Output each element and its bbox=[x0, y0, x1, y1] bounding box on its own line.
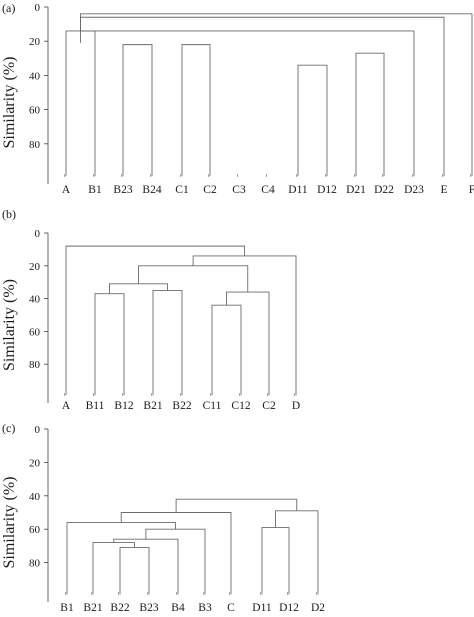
leaf-label: C4 bbox=[261, 184, 275, 196]
leaf-label: F bbox=[469, 184, 474, 196]
merge-link bbox=[192, 255, 297, 396]
y-tick-label: 40 bbox=[29, 70, 41, 82]
panel-label: (a) bbox=[2, 1, 15, 15]
leaf-label: D11 bbox=[288, 184, 308, 196]
leaf-label: D22 bbox=[374, 184, 394, 196]
merge-link bbox=[109, 283, 168, 294]
leaf-label: C3 bbox=[232, 184, 246, 196]
y-tick-label: 40 bbox=[29, 294, 41, 306]
dendrogram-tree bbox=[65, 498, 319, 595]
leaf-label: B4 bbox=[171, 602, 185, 614]
merge-link bbox=[275, 510, 319, 595]
y-tick-label: 40 bbox=[29, 491, 41, 503]
leaf-label: D bbox=[292, 400, 300, 412]
y-axis-label: Similarity (%) bbox=[1, 477, 18, 569]
merge-link bbox=[94, 293, 125, 396]
leaf-label: A bbox=[62, 400, 71, 412]
merge-link bbox=[80, 13, 473, 177]
panel-label: (c) bbox=[2, 421, 15, 435]
leaf-label: C2 bbox=[203, 184, 217, 196]
y-axis: 0 20 40 60 80 bbox=[29, 424, 49, 602]
merge-link bbox=[152, 289, 183, 396]
y-tick-label: 20 bbox=[29, 261, 41, 273]
leaf-label: C1 bbox=[175, 184, 189, 196]
leaf-label: B1 bbox=[60, 602, 74, 614]
merge-link bbox=[80, 16, 445, 177]
panel-b: (b) Similarity (%) 0 20 40 60 80 A B11 B12 B21 B22 C… bbox=[1, 207, 300, 412]
panel-label: (b) bbox=[2, 207, 16, 221]
leaf-label: D12 bbox=[317, 184, 337, 196]
merge-link bbox=[355, 52, 385, 177]
leaf-label: D12 bbox=[279, 602, 299, 614]
leaf-label: B21 bbox=[143, 400, 162, 412]
leaf-label: C bbox=[227, 602, 235, 614]
leaf-label: B23 bbox=[139, 602, 158, 614]
y-tick-label: 0 bbox=[35, 2, 41, 14]
leaf-label: A bbox=[62, 184, 71, 196]
panel-a: (a) Similarity (%) 0 20 40 60 80 A B1 B23 B24 C1 C2 C… bbox=[1, 1, 474, 196]
merge-link bbox=[297, 64, 328, 177]
leaf-label: B23 bbox=[113, 184, 132, 196]
merge-link bbox=[92, 542, 135, 595]
y-tick-label: 60 bbox=[29, 326, 41, 338]
y-axis-label: Similarity (%) bbox=[1, 57, 18, 149]
y-tick-label: 0 bbox=[35, 228, 41, 240]
y-axis: 0 20 40 60 80 bbox=[29, 2, 49, 184]
leaf-label: B12 bbox=[114, 400, 133, 412]
merge-link bbox=[65, 30, 96, 177]
y-tick-label: 20 bbox=[29, 457, 41, 469]
y-tick-label: 80 bbox=[29, 558, 41, 570]
merge-link bbox=[119, 547, 150, 595]
y-axis-label: Similarity (%) bbox=[1, 279, 18, 371]
panel-c: (c) Similarity (%) 0 20 40 60 80 B1 B21 B22 B23 B4 B… bbox=[1, 421, 325, 614]
y-tick-label: 80 bbox=[29, 139, 41, 151]
merge-link bbox=[181, 44, 211, 177]
merge-link bbox=[66, 522, 176, 595]
leaf-label: E bbox=[440, 184, 447, 196]
y-tick-label: 20 bbox=[29, 36, 41, 48]
merge-link bbox=[80, 30, 415, 177]
leaf-label: C12 bbox=[231, 400, 250, 412]
leaf-label: D2 bbox=[311, 602, 325, 614]
leaf-label: B22 bbox=[110, 602, 129, 614]
y-axis: 0 20 40 60 80 bbox=[29, 228, 49, 403]
leaf-label: C2 bbox=[262, 400, 276, 412]
merge-link bbox=[138, 265, 249, 293]
merge-link bbox=[120, 512, 232, 595]
leaf-label: B1 bbox=[88, 184, 102, 196]
y-tick-label: 80 bbox=[29, 359, 41, 371]
dendrogram-tree bbox=[64, 13, 473, 177]
leaf-label: B21 bbox=[83, 602, 102, 614]
merge-link bbox=[261, 527, 290, 595]
leaf-label: D23 bbox=[404, 184, 424, 196]
leaf-label: B11 bbox=[86, 400, 105, 412]
y-tick-label: 60 bbox=[29, 105, 41, 117]
merge-link bbox=[122, 44, 153, 177]
leaf-label: B24 bbox=[142, 184, 161, 196]
merge-link bbox=[211, 304, 242, 396]
leaf-label: D11 bbox=[252, 602, 272, 614]
leaf-label: B3 bbox=[198, 602, 212, 614]
y-tick-label: 60 bbox=[29, 524, 41, 536]
dendrogram-tree bbox=[64, 245, 297, 396]
merge-link bbox=[226, 291, 270, 396]
leaf-label: B22 bbox=[172, 400, 191, 412]
merge-link bbox=[175, 498, 298, 513]
leaf-label: C11 bbox=[203, 400, 222, 412]
merge-link bbox=[65, 245, 246, 396]
leaf-label: D21 bbox=[346, 184, 366, 196]
y-tick-label: 0 bbox=[35, 424, 41, 436]
